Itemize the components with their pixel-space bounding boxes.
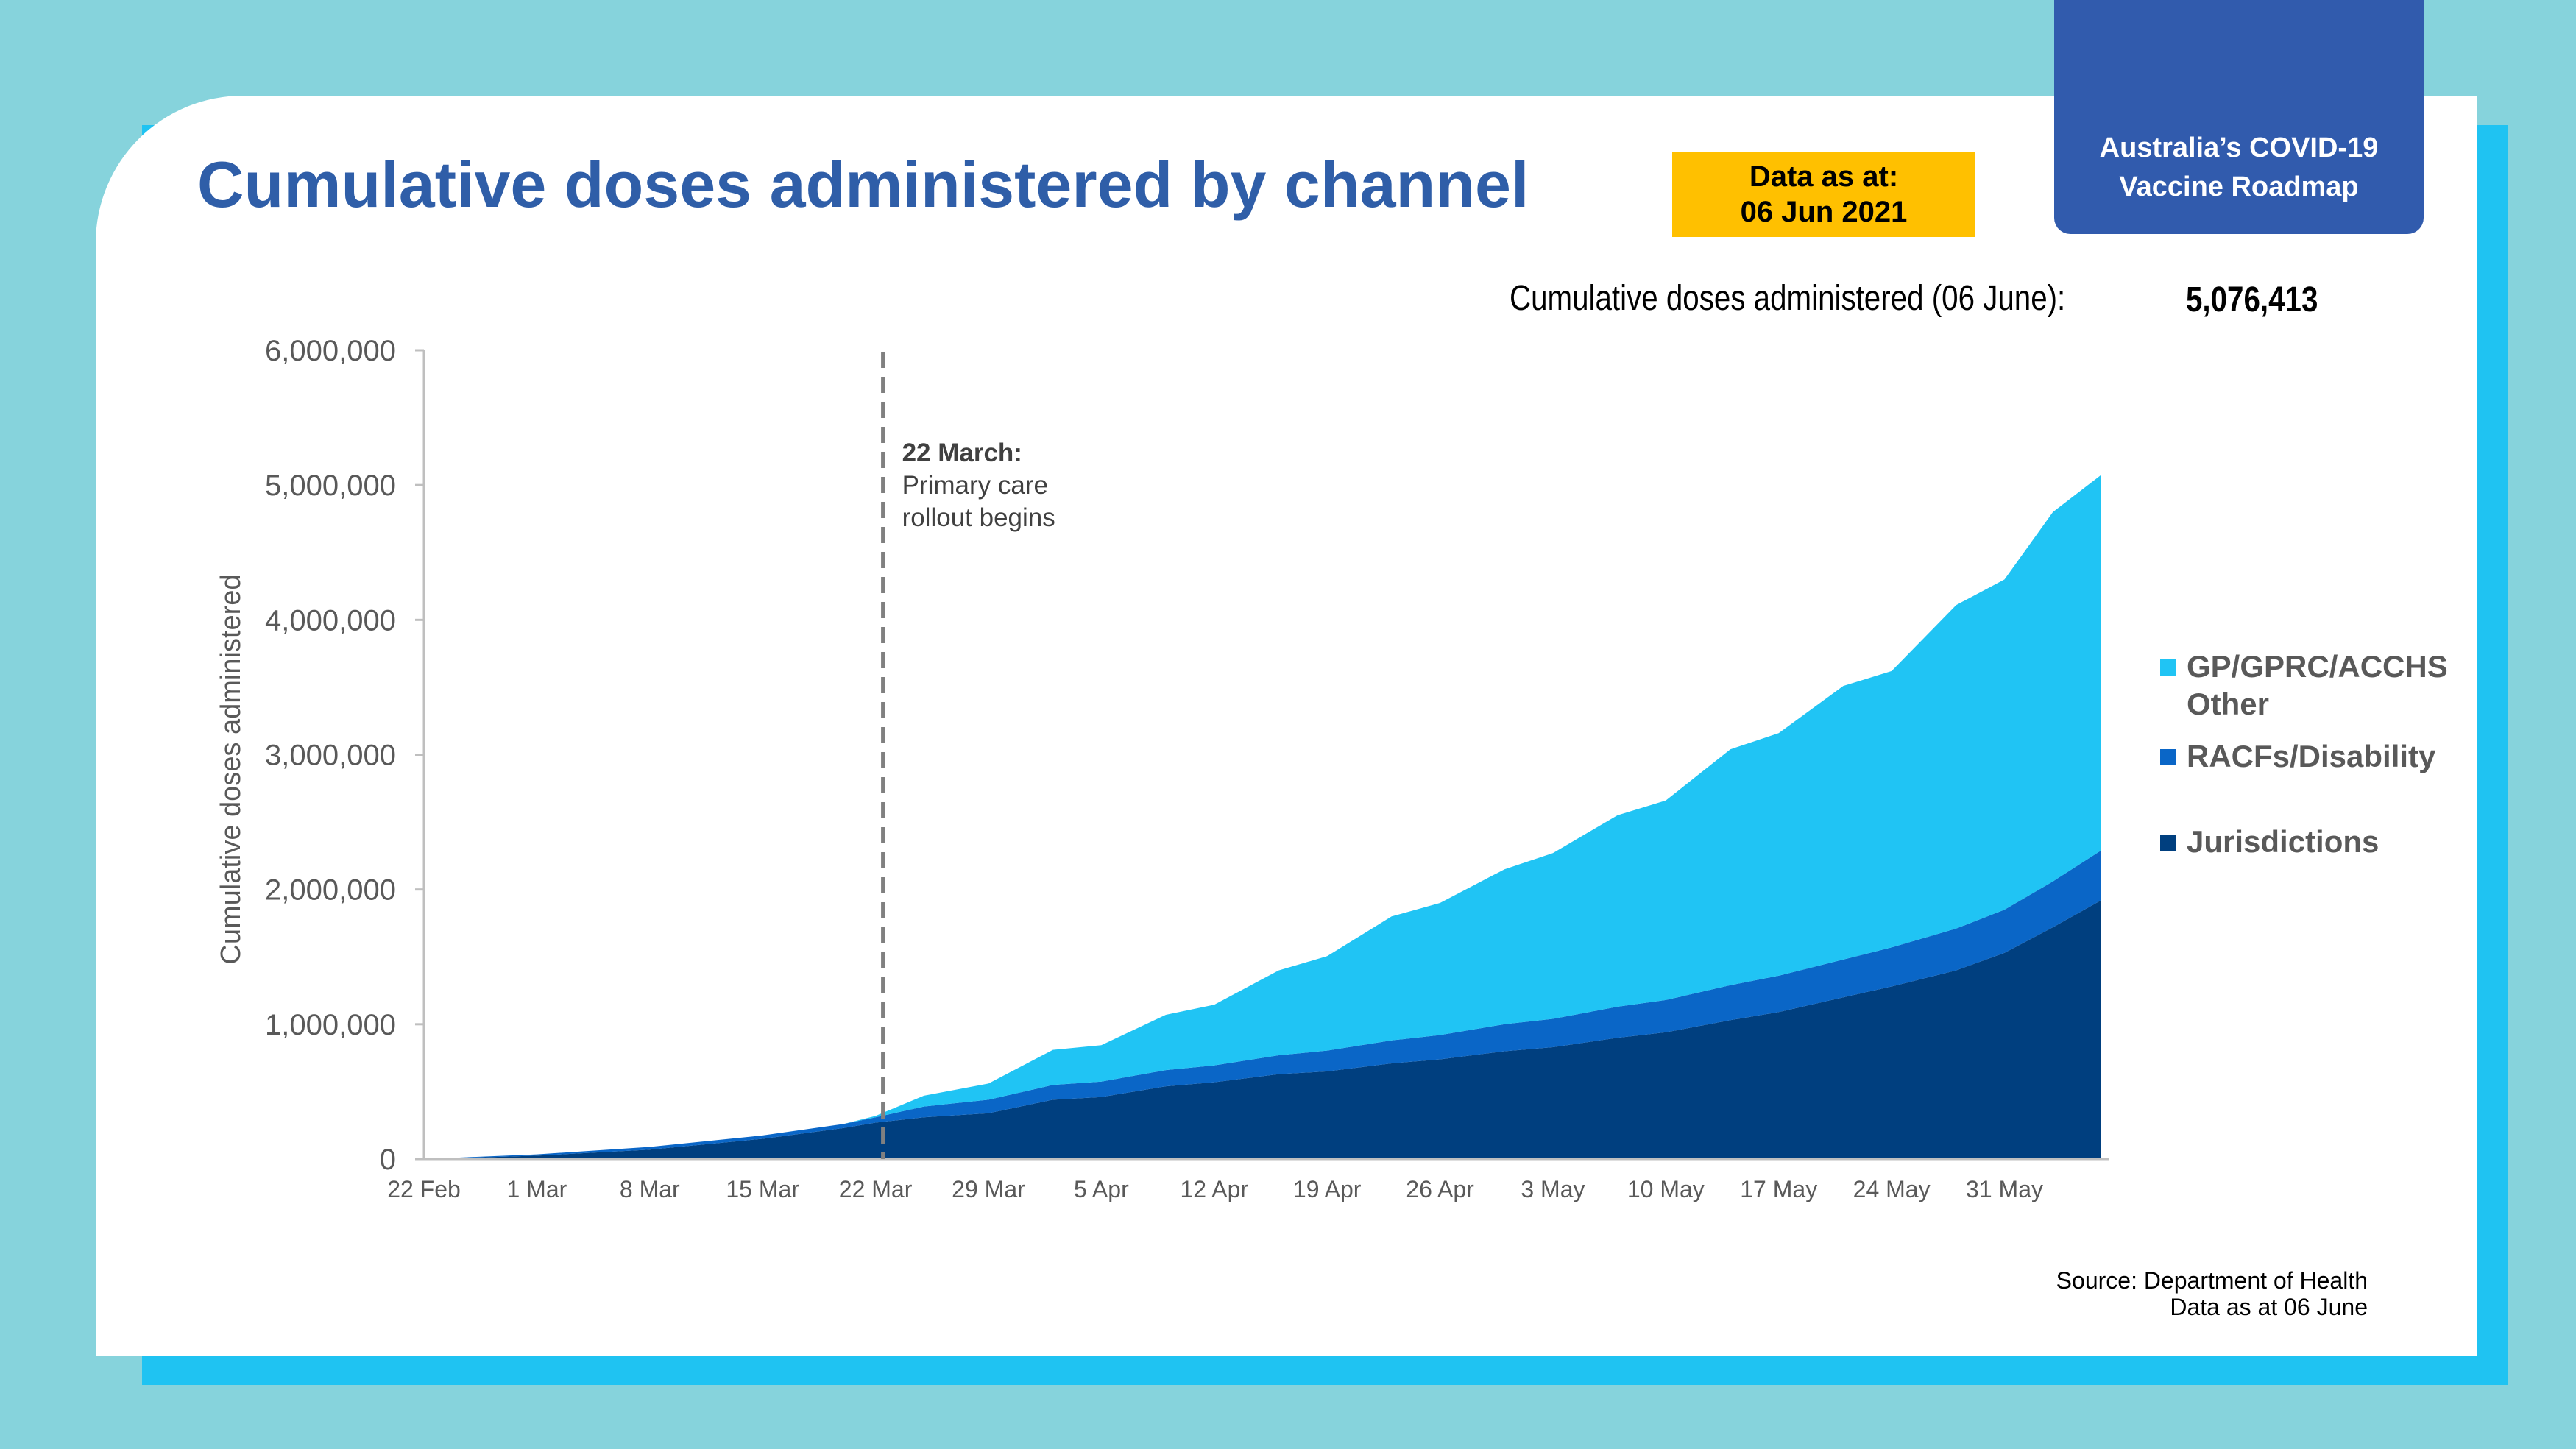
area-gp-gprc-acchs-other	[424, 475, 2101, 1159]
legend-item-jurisdictions: Jurisdictions	[2160, 823, 2379, 860]
x-tick-label: 12 Apr	[1181, 1176, 1249, 1202]
annotation-line-2: Primary care	[902, 471, 1048, 500]
y-tick-label: 1,000,000	[265, 1009, 396, 1041]
x-tick-label: 10 May	[1627, 1176, 1705, 1202]
legend-swatch-gp	[2160, 659, 2176, 676]
area-racfs-disability	[424, 850, 2101, 1159]
x-tick-label: 17 May	[1740, 1176, 1817, 1202]
annotation-title: 22 March:	[902, 439, 1022, 467]
legend-swatch-jurisdictions	[2160, 835, 2176, 851]
x-tick-label: 1 Mar	[506, 1176, 567, 1202]
total-doses-label: Cumulative doses administered (06 June):	[1510, 279, 2066, 318]
roadmap-tag: Australia’s COVID-19 Vaccine Roadmap	[2054, 0, 2424, 234]
data-date-badge: Data as at: 06 Jun 2021	[1672, 152, 1975, 237]
data-date-value: 06 Jun 2021	[1740, 196, 1908, 228]
y-axis-title: Cumulative doses administered	[216, 574, 247, 964]
x-tick-label: 31 May	[1966, 1176, 2043, 1202]
total-doses-value: 5,076,413	[2186, 280, 2318, 319]
page-title: Cumulative doses administered by channel	[197, 148, 1529, 221]
x-tick-label: 3 May	[1521, 1176, 1585, 1202]
y-tick-label: 5,000,000	[265, 470, 396, 502]
source-note: Source: Department of Health Data as at …	[2056, 1267, 2368, 1320]
x-tick-label: 29 Mar	[952, 1176, 1025, 1202]
x-tick-label: 19 Apr	[1293, 1176, 1362, 1202]
legend-swatch-racfs	[2160, 749, 2176, 765]
legend-item-racfs: RACFs/Disability	[2160, 737, 2435, 775]
roadmap-line-1: Australia’s COVID-19	[2099, 132, 2379, 164]
legend-item-gp: GP/GPRC/ACCHS Other	[2160, 648, 2496, 723]
y-tick-label: 0	[380, 1144, 396, 1176]
source-line-1: Source: Department of Health	[2056, 1267, 2368, 1294]
x-tick-label: 22 Feb	[387, 1176, 461, 1202]
x-tick-label: 24 May	[1853, 1176, 1931, 1202]
data-date-label: Data as at:	[1749, 160, 1899, 193]
annotation-line-3: rollout begins	[902, 503, 1055, 532]
y-tick-label: 2,000,000	[265, 874, 396, 907]
legend-label-racfs: RACFs/Disability	[2187, 739, 2436, 773]
area-jurisdictions	[424, 900, 2101, 1159]
roadmap-line-2: Vaccine Roadmap	[2119, 171, 2359, 202]
x-tick-label: 8 Mar	[620, 1176, 680, 1202]
x-tick-label: 26 Apr	[1406, 1176, 1474, 1202]
x-tick-label: 15 Mar	[726, 1176, 799, 1202]
x-tick-label: 22 Mar	[839, 1176, 913, 1202]
legend-label-jurisdictions: Jurisdictions	[2187, 824, 2379, 859]
y-tick-label: 3,000,000	[265, 740, 396, 772]
x-tick-label: 5 Apr	[1074, 1176, 1129, 1202]
y-tick-label: 4,000,000	[265, 604, 396, 637]
y-tick-label: 6,000,000	[265, 335, 396, 367]
source-line-2: Data as at 06 June	[2170, 1294, 2368, 1320]
legend-label-gp: GP/GPRC/ACCHS Other	[2187, 649, 2448, 721]
